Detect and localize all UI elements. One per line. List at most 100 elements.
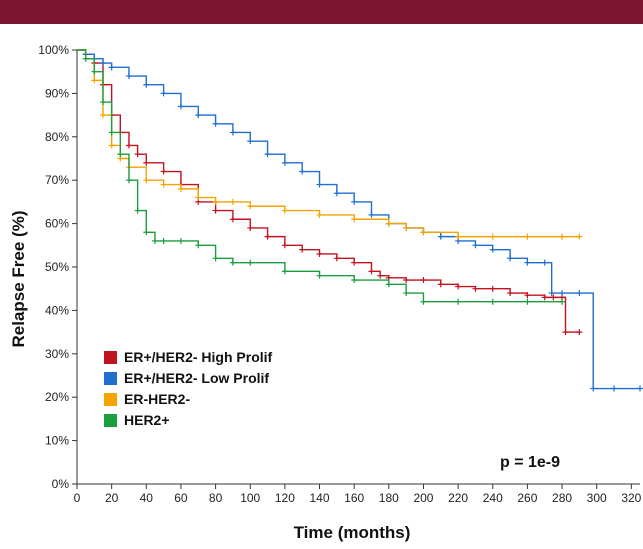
x-tick-label: 20 (105, 491, 119, 505)
censor-mark (316, 211, 323, 218)
censor-mark (125, 142, 132, 149)
censor-mark (281, 268, 288, 275)
x-tick-label: 240 (483, 491, 503, 505)
legend-label: ER+/HER2- High Prolif (124, 349, 273, 365)
y-tick-label: 40% (45, 303, 69, 317)
p-value-annotation: p = 1e-9 (500, 454, 560, 471)
censor-mark (160, 237, 167, 244)
censor-mark (82, 55, 89, 62)
x-tick-label: 220 (448, 491, 468, 505)
censor-mark (403, 224, 410, 231)
censor-mark (229, 198, 236, 205)
y-tick-label: 30% (45, 347, 69, 361)
censor-mark (108, 129, 115, 136)
y-ticks: 0% 10% 20% 30% 40% 50% 60% 70% 80% 90% 100% (38, 43, 77, 491)
censor-mark (351, 259, 358, 266)
legend-swatch (104, 372, 117, 385)
censor-mark (212, 207, 219, 214)
censor-mark (264, 151, 271, 158)
censor-mark (351, 277, 358, 284)
y-tick-label: 20% (45, 390, 69, 404)
censor-mark (455, 283, 462, 290)
censor-mark (143, 177, 150, 184)
x-ticks: 0 20 40 60 80 100 120 140 160 180 200 220 240 260 280 3… (74, 484, 642, 505)
censor-mark (437, 233, 444, 240)
censor-mark (125, 177, 132, 184)
censor-mark (281, 207, 288, 214)
censor-mark (489, 246, 496, 253)
censor-mark (576, 329, 583, 336)
censor-mark (385, 220, 392, 227)
x-tick-label: 300 (587, 491, 607, 505)
censor-mark (316, 250, 323, 257)
censor-mark (212, 120, 219, 127)
censor-mark (247, 138, 254, 145)
censor-mark (562, 329, 569, 336)
censor-mark (316, 181, 323, 188)
censor-mark (229, 129, 236, 136)
censor-mark (611, 385, 618, 392)
y-tick-label: 70% (45, 173, 69, 187)
censor-mark (299, 246, 306, 253)
series-line-1 (77, 49, 580, 333)
censor-mark (455, 233, 462, 240)
censor-mark (576, 290, 583, 297)
censor-mark (351, 216, 358, 223)
y-tick-label: 100% (38, 43, 69, 57)
censor-mark (637, 385, 643, 392)
censor-mark (212, 255, 219, 262)
censor-mark (134, 207, 141, 214)
censor-mark (195, 242, 202, 249)
censor-mark (333, 190, 340, 197)
y-tick-label: 0% (52, 477, 70, 491)
censor-mark (229, 216, 236, 223)
y-tick-label: 80% (45, 130, 69, 144)
censor-mark (420, 277, 427, 284)
y-tick-label: 90% (45, 86, 69, 100)
censor-mark (403, 290, 410, 297)
censor-mark (247, 224, 254, 231)
censor-mark (576, 233, 583, 240)
censor-mark (99, 60, 106, 67)
censor-mark (368, 268, 375, 275)
censor-mark (91, 68, 98, 75)
x-tick-label: 60 (174, 491, 188, 505)
censor-mark (559, 290, 566, 297)
censor-mark (160, 90, 167, 97)
censor-mark (420, 229, 427, 236)
censor-mark (368, 211, 375, 218)
y-tick-label: 60% (45, 217, 69, 231)
censor-mark (455, 298, 462, 305)
censor-mark (151, 237, 158, 244)
censor-mark (143, 159, 150, 166)
series-line-3 (77, 49, 580, 238)
censor-mark (195, 112, 202, 119)
legend-label: HER2+ (124, 412, 170, 428)
censor-mark (507, 290, 514, 297)
censor-mark (91, 77, 98, 84)
censor-mark (489, 298, 496, 305)
censor-mark (281, 159, 288, 166)
censor-mark (385, 281, 392, 288)
censor-mark (489, 233, 496, 240)
series-layer (77, 49, 643, 392)
censor-mark (541, 294, 548, 301)
censor-mark (160, 168, 167, 175)
censor-mark (299, 168, 306, 175)
x-tick-label: 160 (344, 491, 364, 505)
km-survival-chart: 0% 10% 20% 30% 40% 50% 60% 70% 80% 90% 100% 0 20 40 6… (9, 43, 643, 542)
x-tick-label: 0 (74, 491, 81, 505)
censor-mark (541, 259, 548, 266)
censor-mark (108, 64, 115, 71)
censor-mark (247, 259, 254, 266)
header-bar (0, 0, 643, 24)
x-axis-title: Time (months) (294, 523, 411, 542)
y-tick-label: 10% (45, 434, 69, 448)
censor-mark (160, 181, 167, 188)
censor-mark (559, 233, 566, 240)
censor-mark (212, 198, 219, 205)
legend: ER+/HER2- High Prolif ER+/HER2- Low Proli… (104, 349, 273, 428)
censor-mark (403, 277, 410, 284)
censor-mark (177, 237, 184, 244)
legend-swatch (104, 414, 117, 427)
